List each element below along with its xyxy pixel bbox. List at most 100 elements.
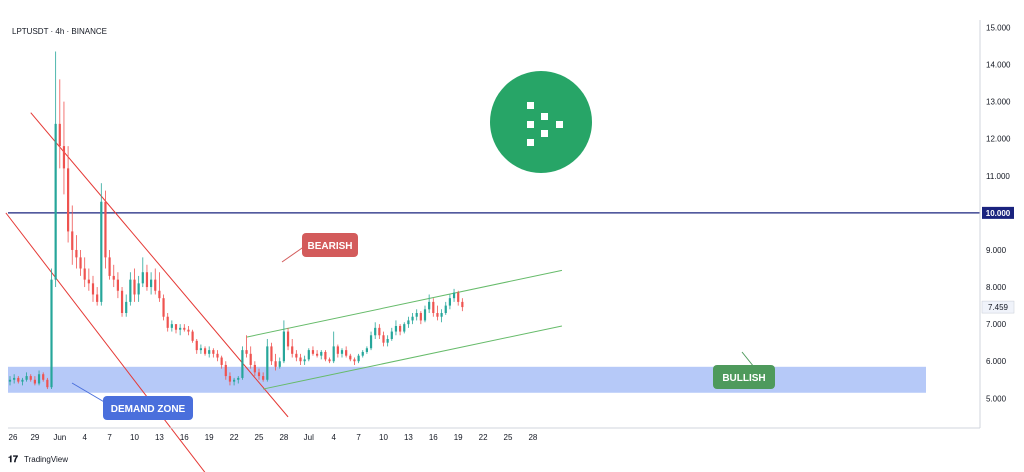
- candle-body: [382, 335, 385, 343]
- candle-body: [270, 346, 273, 362]
- price-tick-label: 9.000: [986, 246, 1007, 255]
- candle-body: [75, 249, 78, 258]
- candle-body: [316, 353, 319, 356]
- candle-body: [415, 313, 418, 317]
- candle-body: [311, 350, 315, 354]
- price-tick-label: 7.000: [986, 320, 1007, 329]
- time-axis[interactable]: 26 29 Jun 4 7 10 13 16 19 22 25 28 Jul 4 7 10 13 16 19 22 25…: [9, 433, 538, 442]
- candle-body: [349, 355, 352, 360]
- time-tick-label: 22: [479, 433, 488, 442]
- candle-body: [440, 313, 443, 317]
- candle-body: [104, 201, 107, 258]
- key-level-tag: [982, 206, 1014, 219]
- current-price-text: 7.459: [988, 303, 1009, 312]
- candle-body: [461, 301, 464, 308]
- tradingview-brand[interactable]: 𝟏𝟕 TradingView: [8, 454, 68, 464]
- time-tick-label: Jul: [304, 433, 314, 442]
- candle-body: [253, 364, 256, 373]
- candle-body: [365, 348, 368, 352]
- time-tick-label: 25: [255, 433, 264, 442]
- price-tick-label: 15.000: [986, 23, 1011, 32]
- candle-body: [83, 268, 86, 280]
- candle-body: [423, 309, 427, 321]
- candle-body: [233, 379, 236, 382]
- candle-body: [133, 279, 136, 295]
- candle-body: [328, 359, 331, 362]
- candle-body: [457, 292, 460, 302]
- demand-zone-label: DEMAND ZONE: [71, 382, 193, 420]
- candle-body: [25, 376, 28, 380]
- time-tick-label: 10: [130, 433, 139, 442]
- candle-body: [419, 313, 422, 321]
- time-tick-label: 16: [429, 433, 438, 442]
- candle-body: [386, 338, 389, 343]
- candle-body: [332, 346, 335, 362]
- candle-body: [158, 290, 161, 299]
- candle-body: [50, 279, 53, 388]
- candle-body: [91, 283, 95, 295]
- time-tick-label: 19: [205, 433, 214, 442]
- candle-body: [407, 320, 410, 325]
- price-tick-label: 6.000: [986, 357, 1007, 366]
- candle-body: [303, 359, 306, 362]
- candle-body: [79, 257, 82, 269]
- bearish-label: BEARISH: [281, 233, 358, 263]
- candle-body: [191, 331, 194, 341]
- candle-body: [62, 146, 66, 169]
- candles-group: [8, 51, 464, 390]
- time-tick-label: 13: [155, 433, 164, 442]
- candle-body: [13, 377, 16, 380]
- tradingview-brand-text: TradingView: [24, 455, 68, 464]
- time-tick-label: 29: [30, 433, 39, 442]
- candle-body: [241, 350, 244, 378]
- candle-body: [8, 379, 12, 382]
- candle-body: [216, 353, 219, 358]
- candle-body: [46, 379, 49, 388]
- candle-body: [374, 327, 377, 336]
- candle-body: [100, 201, 103, 302]
- price-tick-label: 13.000: [986, 98, 1011, 107]
- candle-body: [170, 324, 173, 328]
- candle-body: [320, 351, 323, 356]
- time-tick-label: 26: [9, 433, 18, 442]
- candle-body: [21, 379, 24, 382]
- candle-body: [137, 283, 140, 295]
- bullish-label-text: BULLISH: [722, 373, 765, 384]
- candle-body: [394, 326, 398, 332]
- time-tick-label: 22: [230, 433, 239, 442]
- time-tick-label: 13: [404, 433, 413, 442]
- candle-body: [220, 357, 223, 365]
- candle-body: [71, 231, 74, 250]
- candle-body: [448, 298, 451, 306]
- demand-zone-label-text: DEMAND ZONE: [111, 404, 186, 415]
- candle-body: [411, 316, 414, 321]
- candle-body: [403, 324, 406, 332]
- candle-body: [340, 350, 344, 354]
- candle-body: [187, 329, 190, 332]
- candle-body: [199, 348, 202, 351]
- candle-body: [299, 357, 302, 362]
- price-axis[interactable]: 5.000 6.000 7.000 8.000 9.000 11.000 12.000 13.…: [986, 23, 1011, 403]
- candle-body: [378, 327, 381, 336]
- price-tick-label: 8.000: [986, 283, 1007, 292]
- candle-body: [33, 379, 36, 384]
- candle-body: [96, 294, 99, 302]
- bearish-label-text: BEARISH: [307, 241, 352, 252]
- bearish-channel-upper: [30, 112, 289, 418]
- candle-body: [174, 324, 178, 330]
- candle-body: [390, 331, 393, 339]
- candle-body: [291, 346, 294, 354]
- candle-body: [29, 376, 32, 380]
- candle-body: [249, 353, 252, 365]
- candle-body: [345, 350, 348, 356]
- candle-body: [245, 350, 248, 354]
- candle-body: [436, 313, 439, 317]
- candle-body: [295, 353, 298, 358]
- candle-body: [212, 350, 215, 354]
- candle-body: [17, 377, 20, 382]
- candle-body: [58, 123, 61, 147]
- candle-body: [120, 290, 124, 314]
- candle-body: [145, 272, 149, 288]
